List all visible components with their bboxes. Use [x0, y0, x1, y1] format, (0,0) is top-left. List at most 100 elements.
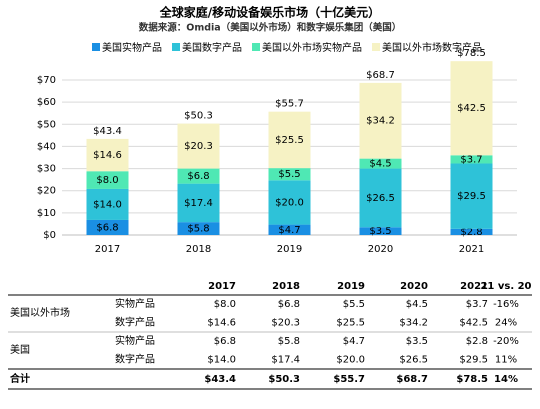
- y-tick-label: $60: [37, 97, 56, 108]
- bar-segment: [450, 61, 493, 156]
- bar-segment: [86, 188, 129, 220]
- table-cell: $26.5: [399, 355, 428, 366]
- data-label: $20.3: [184, 141, 213, 152]
- bar-segment: [359, 227, 402, 235]
- table-cell: $29.5: [459, 355, 488, 366]
- bar-segment: [268, 224, 311, 235]
- table-cell: $20.3: [271, 318, 300, 329]
- legend-swatch: [372, 43, 380, 51]
- total-label: $55.7: [275, 99, 304, 110]
- y-tick-label: $70: [37, 75, 56, 86]
- data-label: $17.4: [184, 198, 213, 209]
- row-label: 实物产品: [115, 297, 155, 310]
- total-label: $50.3: [184, 111, 213, 122]
- table-cell: -20%: [493, 336, 519, 347]
- total-label: $68.7: [366, 70, 395, 81]
- data-label: $29.5: [457, 191, 486, 202]
- bar-segment: [450, 163, 493, 229]
- data-label: $26.5: [366, 193, 395, 204]
- bar-segment: [359, 82, 402, 159]
- table-cell: $2.8: [466, 336, 488, 347]
- legend-swatch: [252, 43, 260, 51]
- table-cell: $42.5: [459, 318, 488, 329]
- data-label: $14.6: [93, 150, 122, 161]
- bar-segment: [177, 222, 220, 235]
- table-cell: $43.4: [204, 374, 236, 385]
- x-tick-label: 2019: [277, 244, 302, 255]
- table-cell: 14%: [494, 374, 518, 385]
- table-cell: $68.7: [396, 374, 428, 385]
- table-cell: $14.0: [207, 355, 236, 366]
- data-label: $34.2: [366, 116, 395, 127]
- table-cell: 21 vs. 20: [480, 281, 531, 292]
- legend-label: 美国以外市场实物产品: [262, 41, 362, 54]
- bar-segment: [359, 158, 402, 169]
- table-cell: $25.5: [336, 318, 365, 329]
- table-cell: $4.5: [406, 299, 428, 310]
- data-label: $8.0: [96, 175, 118, 186]
- data-label: $25.5: [275, 135, 304, 146]
- table-cell: $5.5: [343, 299, 365, 310]
- bar-segment: [86, 219, 129, 235]
- table-cell: 2021: [460, 281, 488, 292]
- group-label: 美国: [10, 343, 30, 356]
- legend-swatch: [92, 43, 100, 51]
- data-label: $3.5: [369, 226, 391, 237]
- bar-segment: [177, 123, 220, 169]
- table-cell: $78.5: [456, 374, 488, 385]
- legend-label: 美国数字产品: [182, 41, 242, 54]
- table-cell: 2020: [400, 281, 428, 292]
- y-tick-label: $40: [37, 141, 56, 152]
- chart-title: 全球家庭/移动设备娱乐市场（十亿美元）: [159, 5, 380, 20]
- data-label: $6.8: [187, 171, 209, 182]
- data-label: $2.8: [460, 227, 482, 238]
- data-label: $3.7: [460, 154, 482, 165]
- total-label: $78.5: [457, 48, 486, 59]
- table-cell: 2019: [337, 281, 365, 292]
- group-label: 美国以外市场: [10, 306, 70, 319]
- total-row-label: 合计: [9, 372, 30, 385]
- data-label: $14.0: [93, 199, 122, 210]
- bar-segment: [177, 183, 220, 223]
- row-label: 数字产品: [115, 353, 155, 366]
- table-cell: $5.8: [278, 336, 300, 347]
- table-cell: 11%: [495, 355, 517, 366]
- x-tick-label: 2017: [95, 244, 120, 255]
- bar-segment: [86, 171, 129, 189]
- chart-subtitle: 数据来源：Omdia（美国以外市场）和数字娱乐集团（美国）: [138, 22, 401, 34]
- table-cell: -16%: [493, 299, 519, 310]
- data-label: $5.5: [278, 169, 300, 180]
- data-label: $4.7: [278, 225, 300, 236]
- bar-segment: [268, 168, 311, 181]
- y-tick-label: $0: [43, 230, 56, 241]
- table-cell: 2018: [272, 281, 300, 292]
- total-label: $43.4: [93, 126, 122, 137]
- bar-segment: [86, 138, 129, 172]
- table-cell: $50.3: [268, 374, 300, 385]
- table-cell: $6.8: [214, 336, 236, 347]
- table-cell: $8.0: [214, 299, 236, 310]
- bar-segment: [450, 155, 493, 164]
- y-tick-label: $20: [37, 186, 56, 197]
- y-tick-label: $50: [37, 119, 56, 130]
- table-cell: $3.7: [466, 299, 488, 310]
- table-cell: $14.6: [207, 318, 236, 329]
- table-cell: $20.0: [336, 355, 365, 366]
- bar-segment: [359, 168, 402, 228]
- legend-label: 美国实物产品: [102, 41, 162, 54]
- table-cell: $17.4: [271, 355, 300, 366]
- legend-swatch: [172, 43, 180, 51]
- bar-segment: [450, 228, 493, 235]
- row-label: 数字产品: [115, 316, 155, 329]
- x-tick-label: 2021: [459, 244, 484, 255]
- table-cell: $34.2: [399, 318, 428, 329]
- x-tick-label: 2018: [186, 244, 211, 255]
- legend-label: 美国以外市场数字产品: [382, 41, 482, 54]
- y-tick-label: $10: [37, 208, 56, 219]
- data-label: $4.5: [369, 159, 391, 170]
- bar-segment: [268, 111, 311, 169]
- x-tick-label: 2020: [368, 244, 393, 255]
- table-cell: $55.7: [333, 374, 365, 385]
- bar-segment: [177, 168, 220, 184]
